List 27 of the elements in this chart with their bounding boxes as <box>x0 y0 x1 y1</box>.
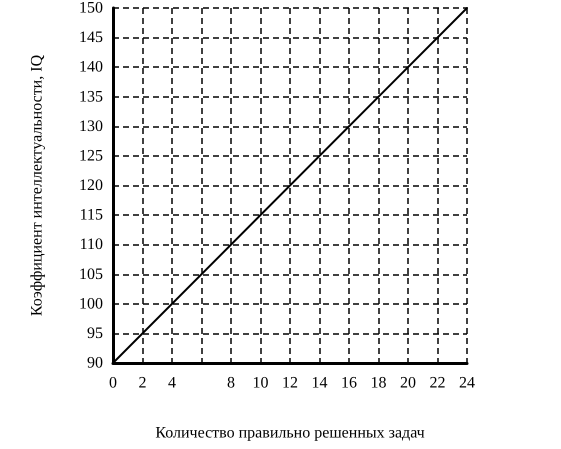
y-tick-label: 100 <box>79 295 103 312</box>
x-tick-label: 2 <box>138 374 146 392</box>
x-tick-label: 4 <box>168 374 176 392</box>
y-tick-label: 145 <box>79 29 103 46</box>
y-tick-label: 125 <box>79 147 103 164</box>
x-tick-label: 20 <box>400 374 416 392</box>
y-tick-label: 95 <box>87 324 103 342</box>
y-tick-label: 90 <box>87 354 103 372</box>
x-axis-title: Количество правильно решенных задач <box>155 424 425 442</box>
y-tick-label: 110 <box>80 236 103 254</box>
x-tick-label: 8 <box>227 374 235 392</box>
y-tick-label: 140 <box>79 58 103 76</box>
x-tick-label: 16 <box>341 374 357 392</box>
y-tick-label: 130 <box>79 118 103 135</box>
y-tick-label: 120 <box>79 177 103 194</box>
x-tick-label: 0 <box>109 374 117 392</box>
x-tick-label: 18 <box>370 374 386 392</box>
y-tick-label: 135 <box>79 88 103 106</box>
x-tick-label: 10 <box>252 374 268 392</box>
y-tick-label: 115 <box>80 206 103 224</box>
y-tick-label: 105 <box>79 266 103 283</box>
y-tick-label: 150 <box>79 0 103 16</box>
x-tick-label: 12 <box>282 374 298 392</box>
x-tick-label: 22 <box>430 374 446 392</box>
y-axis-title: Коэффициент интеллектуальности, IQ <box>28 54 46 316</box>
x-tick-label: 14 <box>312 374 328 392</box>
x-tick-label: 24 <box>459 374 475 392</box>
